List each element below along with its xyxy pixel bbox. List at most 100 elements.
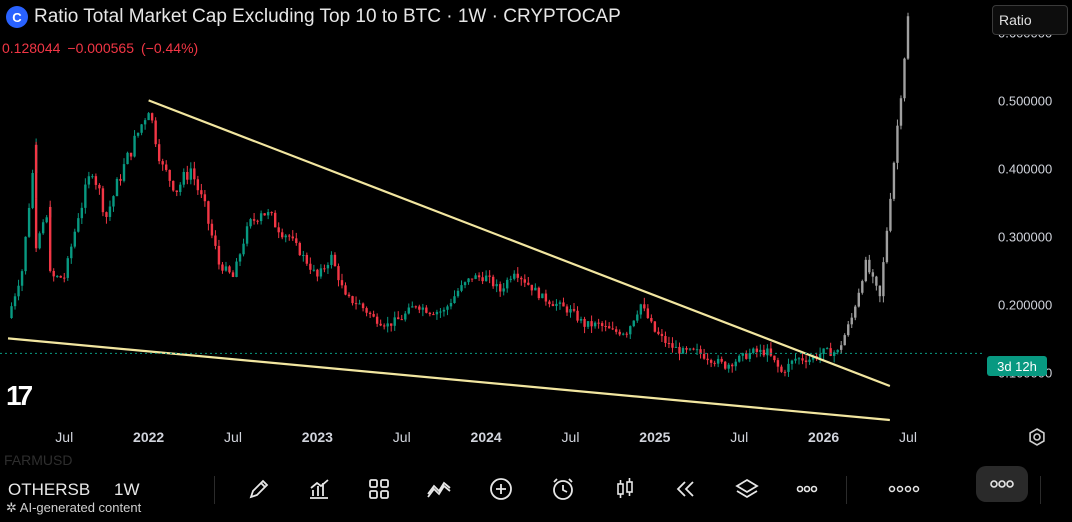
- candle-body: [615, 329, 618, 332]
- candle-body: [217, 245, 221, 265]
- candle-body: [196, 179, 200, 191]
- candle-body: [569, 309, 572, 313]
- candle-body: [885, 230, 889, 263]
- candle-body: [98, 184, 101, 189]
- replay-icon[interactable]: [670, 474, 700, 504]
- candle-body: [193, 168, 196, 180]
- candle-body: [692, 348, 695, 350]
- candle-body: [516, 273, 519, 278]
- candle-body: [91, 176, 94, 178]
- candle-body: [734, 361, 737, 367]
- candles-icon[interactable]: [610, 474, 640, 504]
- toolbar-divider: [1040, 476, 1041, 504]
- alarm-icon[interactable]: [548, 474, 578, 504]
- settings-icon[interactable]: [1026, 426, 1048, 448]
- candle-body: [488, 275, 491, 277]
- candle-body: [309, 263, 312, 270]
- candle-body: [769, 348, 773, 356]
- x-tick-label: 2022: [133, 429, 164, 445]
- candle-body: [847, 324, 850, 336]
- candle-body: [727, 364, 730, 369]
- candle-body: [551, 304, 555, 307]
- y-tick-label: 0.200000: [998, 297, 1052, 312]
- candle-body: [115, 178, 119, 197]
- candle-body: [759, 349, 762, 352]
- candle-body: [161, 161, 164, 165]
- candle-body: [347, 294, 351, 297]
- candle-body: [776, 360, 780, 367]
- candle-body: [868, 259, 871, 273]
- indicator-icon[interactable]: [424, 474, 454, 504]
- candle-body: [741, 353, 744, 356]
- candle-body: [593, 322, 597, 327]
- candle-body: [463, 282, 467, 286]
- change-percent: (−0.44%): [140, 40, 199, 56]
- candle-body: [397, 317, 400, 320]
- price-chart[interactable]: 0.6000000.5000000.4000000.3000000.200000…: [0, 0, 1072, 466]
- candle-body: [871, 272, 875, 277]
- candle-body: [804, 360, 808, 363]
- x-tick-label: Jul: [224, 429, 242, 445]
- candle-body: [702, 353, 706, 359]
- candle-body: [509, 278, 512, 280]
- candle-body: [175, 190, 178, 192]
- candle-body: [646, 308, 650, 318]
- candle-body: [678, 346, 681, 354]
- candle-body: [263, 213, 266, 216]
- candle-body: [706, 358, 709, 361]
- last-value: 0.128044: [2, 40, 61, 56]
- more-icon[interactable]: [792, 474, 822, 504]
- candle-body: [790, 360, 794, 364]
- candle-body: [906, 16, 910, 59]
- timeframe-button[interactable]: 1W: [114, 480, 140, 499]
- candle-body: [372, 314, 375, 317]
- candle-body: [59, 275, 62, 278]
- candle-body: [305, 254, 309, 264]
- candle-body: [748, 353, 751, 359]
- candle-body: [541, 293, 544, 299]
- candle-body: [787, 363, 790, 372]
- x-tick-label: Jul: [899, 429, 917, 445]
- x-tick-label: 2023: [302, 429, 333, 445]
- candle-body: [639, 304, 643, 315]
- add-circle-icon[interactable]: [486, 474, 516, 504]
- layers-icon[interactable]: [732, 474, 762, 504]
- symbol-button[interactable]: OTHERSB: [8, 480, 91, 499]
- candle-body: [446, 306, 449, 310]
- candle-body: [249, 219, 252, 227]
- candle-body: [660, 333, 664, 337]
- candle-body: [544, 293, 548, 302]
- candle-body: [375, 316, 379, 324]
- pill-icon[interactable]: [976, 466, 1028, 502]
- candle-body: [312, 269, 316, 271]
- candle-body: [836, 349, 839, 353]
- candle-body: [590, 321, 593, 327]
- candle-body: [281, 232, 284, 238]
- object-tree-icon[interactable]: [886, 474, 926, 504]
- candle-body: [857, 292, 860, 307]
- candle-body: [650, 317, 653, 322]
- candle-body: [716, 358, 720, 364]
- candle-body: [80, 207, 84, 219]
- tradingview-logo-icon[interactable]: 17: [6, 380, 33, 411]
- candle-body: [34, 144, 38, 199]
- candle-body: [411, 306, 414, 308]
- candle-body: [203, 194, 207, 202]
- chart-title[interactable]: Ratio Total Market Cap Excluding Top 10 …: [34, 6, 621, 27]
- candle-body: [583, 318, 586, 327]
- candle-body: [224, 266, 228, 271]
- candle-body: [622, 333, 625, 335]
- candle-body: [24, 236, 27, 272]
- candle-body: [685, 348, 688, 350]
- scale-mode-button[interactable]: Ratio: [992, 5, 1068, 35]
- candle-body: [484, 275, 488, 282]
- chart-bars-icon[interactable]: [304, 474, 334, 504]
- pencil-icon[interactable]: [244, 474, 274, 504]
- candle-body: [333, 254, 337, 267]
- cryptocap-logo-icon: C: [6, 6, 28, 28]
- grid-icon[interactable]: [364, 474, 394, 504]
- candle-body: [875, 276, 878, 286]
- candle-body: [579, 318, 583, 321]
- candle-body: [502, 288, 505, 292]
- candle-body: [467, 278, 470, 283]
